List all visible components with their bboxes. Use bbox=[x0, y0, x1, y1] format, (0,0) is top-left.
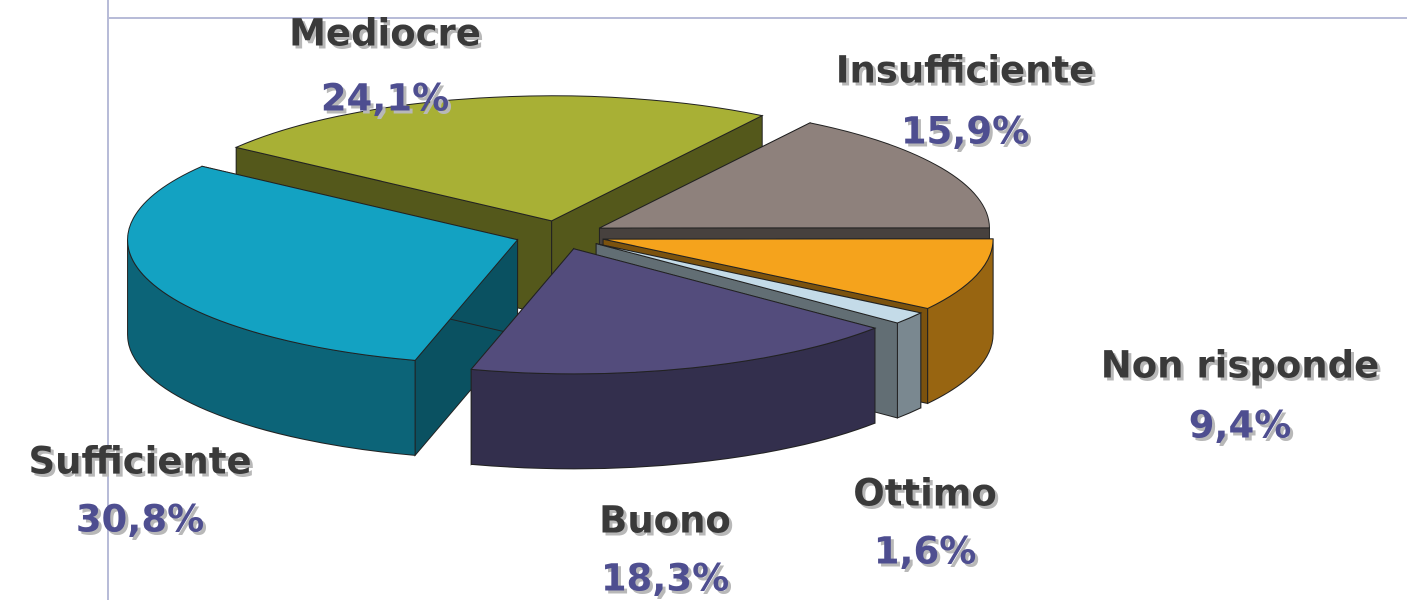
slice-wall bbox=[896, 312, 922, 419]
value-label: 15,9% bbox=[901, 110, 1029, 153]
category-label-shadow: Insufficiente bbox=[839, 52, 1098, 95]
slice-top bbox=[470, 248, 877, 375]
slice-top bbox=[602, 238, 994, 309]
category-label: Ottimo bbox=[853, 472, 996, 515]
value-label-shadow: 1,6% bbox=[877, 533, 980, 576]
value-label: 18,3% bbox=[601, 557, 729, 600]
slice bbox=[127, 165, 519, 457]
category-label: Mediocre bbox=[289, 12, 481, 55]
category-label-shadow: Sufficiente bbox=[31, 443, 254, 486]
slice bbox=[470, 247, 877, 470]
value-label-shadow: 15,9% bbox=[904, 113, 1032, 156]
category-label: Non risponde bbox=[1101, 344, 1379, 387]
category-label-shadow: Ottimo bbox=[856, 475, 999, 518]
labels: MediocreMediocre24,1%24,1%InsufficienteI… bbox=[28, 12, 1382, 600]
pie bbox=[127, 95, 994, 470]
slice-top bbox=[127, 165, 519, 361]
category-label: Buono bbox=[599, 499, 731, 542]
category-label: Sufficiente bbox=[28, 440, 251, 483]
value-label-shadow: 9,4% bbox=[1192, 407, 1295, 450]
value-label: 30,8% bbox=[76, 498, 204, 541]
category-label-shadow: Non risponde bbox=[1104, 347, 1382, 390]
category-label: Insufficiente bbox=[836, 49, 1095, 92]
category-label-shadow: Mediocre bbox=[292, 15, 484, 58]
value-label: 9,4% bbox=[1189, 404, 1292, 447]
slice-top bbox=[234, 95, 764, 222]
slice-top bbox=[599, 122, 990, 229]
value-label-shadow: 24,1% bbox=[324, 80, 452, 123]
slice-top bbox=[596, 243, 923, 324]
category-label-shadow: Buono bbox=[602, 502, 734, 545]
value-label-shadow: 30,8% bbox=[79, 501, 207, 544]
value-label: 24,1% bbox=[321, 77, 449, 120]
value-label-shadow: 18,3% bbox=[604, 560, 732, 600]
value-label: 1,6% bbox=[874, 530, 977, 573]
